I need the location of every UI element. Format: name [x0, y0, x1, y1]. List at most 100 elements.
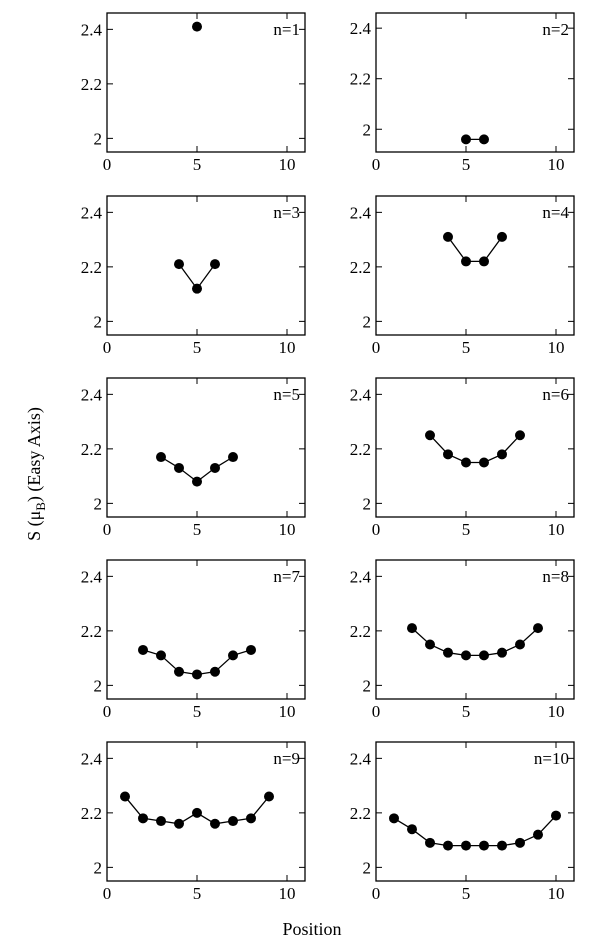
data-point	[479, 256, 489, 267]
y-tick-label: 2	[94, 494, 103, 513]
panel-label: n=8	[542, 567, 569, 586]
panel-label: n=5	[273, 385, 300, 404]
x-tick-label: 0	[103, 155, 112, 174]
x-tick-label: 5	[193, 338, 202, 357]
data-point	[210, 259, 220, 270]
panel-4: 0 5 10 2 2.2 2.4 n=4	[350, 195, 575, 357]
y-tick-label: 2	[94, 676, 103, 695]
data-point	[138, 813, 148, 824]
panel-label: n=4	[542, 203, 569, 222]
data-point	[228, 650, 238, 661]
x-tick-label: 10	[548, 520, 565, 539]
panel-frame	[106, 195, 306, 336]
data-point	[533, 829, 543, 840]
panel-label: n=3	[273, 203, 300, 222]
y-tick-label: 2.4	[350, 19, 372, 38]
panel-9: 0 5 10 2 2.2 2.4 n=9	[81, 741, 306, 903]
x-tick-label: 10	[548, 702, 565, 721]
x-tick-label: 0	[103, 338, 112, 357]
y-tick-label: 2.2	[81, 258, 102, 277]
data-point	[174, 259, 184, 270]
x-tick-label: 5	[193, 155, 202, 174]
data-point	[120, 791, 130, 802]
data-point	[156, 650, 166, 661]
x-tick-label: 0	[103, 520, 112, 539]
data-point	[461, 256, 471, 267]
y-axis-label-subscript: B	[33, 502, 48, 511]
y-tick-label: 2.2	[350, 622, 371, 641]
data-point	[461, 840, 471, 851]
data-point	[533, 623, 543, 634]
data-point	[192, 283, 202, 294]
y-tick-label: 2	[94, 858, 103, 877]
y-tick-label: 2	[363, 312, 372, 331]
data-point	[479, 650, 489, 661]
x-tick-label: 10	[279, 338, 296, 357]
data-point	[246, 813, 256, 824]
x-tick-label: 0	[103, 702, 112, 721]
data-point	[210, 666, 220, 677]
data-point	[138, 644, 148, 655]
y-tick-label: 2	[363, 120, 372, 139]
data-point	[461, 650, 471, 661]
panel-label: n=2	[542, 20, 569, 39]
x-tick-label: 10	[548, 155, 565, 174]
y-tick-label: 2.4	[81, 20, 103, 39]
panel-5: 0 5 10 2 2.2 2.4 n=5	[81, 377, 306, 539]
panel-7: 0 5 10 2 2.2 2.4 n=7	[81, 559, 306, 721]
data-point	[264, 791, 274, 802]
data-point	[497, 647, 507, 658]
y-tick-label: 2.4	[350, 385, 372, 404]
series-line	[393, 815, 557, 847]
panel-3: 0 5 10 2 2.2 2.4 n=3	[81, 195, 306, 357]
data-point	[479, 840, 489, 851]
y-tick-label: 2.2	[81, 804, 102, 823]
x-tick-label: 0	[372, 520, 381, 539]
x-tick-label: 0	[372, 884, 381, 903]
y-tick-label: 2.2	[350, 258, 371, 277]
y-tick-label: 2.2	[350, 804, 371, 823]
data-point	[515, 639, 525, 650]
data-point	[425, 837, 435, 848]
panel-label: n=6	[542, 385, 569, 404]
x-axis-label: Position	[282, 919, 341, 939]
data-point	[497, 231, 507, 242]
data-point	[515, 430, 525, 441]
data-point	[174, 818, 184, 829]
panel-2: 0 5 10 2 2.2 2.4 n=2	[350, 12, 575, 174]
data-point	[425, 639, 435, 650]
x-tick-label: 10	[279, 155, 296, 174]
data-point	[551, 810, 561, 821]
x-tick-label: 5	[462, 520, 471, 539]
y-axis-label-main: S (μ	[24, 511, 45, 541]
y-tick-label: 2.2	[81, 75, 102, 94]
x-tick-label: 10	[548, 338, 565, 357]
x-tick-label: 10	[279, 702, 296, 721]
data-point	[479, 134, 489, 145]
y-tick-label: 2.4	[81, 749, 103, 768]
data-point	[443, 840, 453, 851]
x-tick-label: 5	[462, 155, 471, 174]
panel-label: n=10	[534, 749, 569, 768]
panel-frame	[375, 559, 575, 700]
panel-frame	[375, 195, 575, 336]
data-point	[407, 623, 417, 634]
y-tick-label: 2.2	[81, 622, 102, 641]
panel-frame	[375, 377, 575, 518]
data-point	[515, 837, 525, 848]
panel-label: n=7	[273, 567, 300, 586]
y-tick-label: 2.4	[350, 749, 372, 768]
data-point	[497, 840, 507, 851]
x-tick-label: 0	[372, 338, 381, 357]
data-point	[461, 457, 471, 468]
data-point	[497, 449, 507, 460]
data-point	[425, 430, 435, 441]
x-tick-label: 10	[279, 884, 296, 903]
panel-1: 0 5 10 2 2.2 2.4 n=1	[81, 12, 306, 174]
x-tick-label: 5	[193, 884, 202, 903]
y-tick-label: 2	[363, 858, 372, 877]
panel-frame	[106, 741, 306, 882]
data-point	[228, 452, 238, 463]
data-point	[156, 816, 166, 827]
